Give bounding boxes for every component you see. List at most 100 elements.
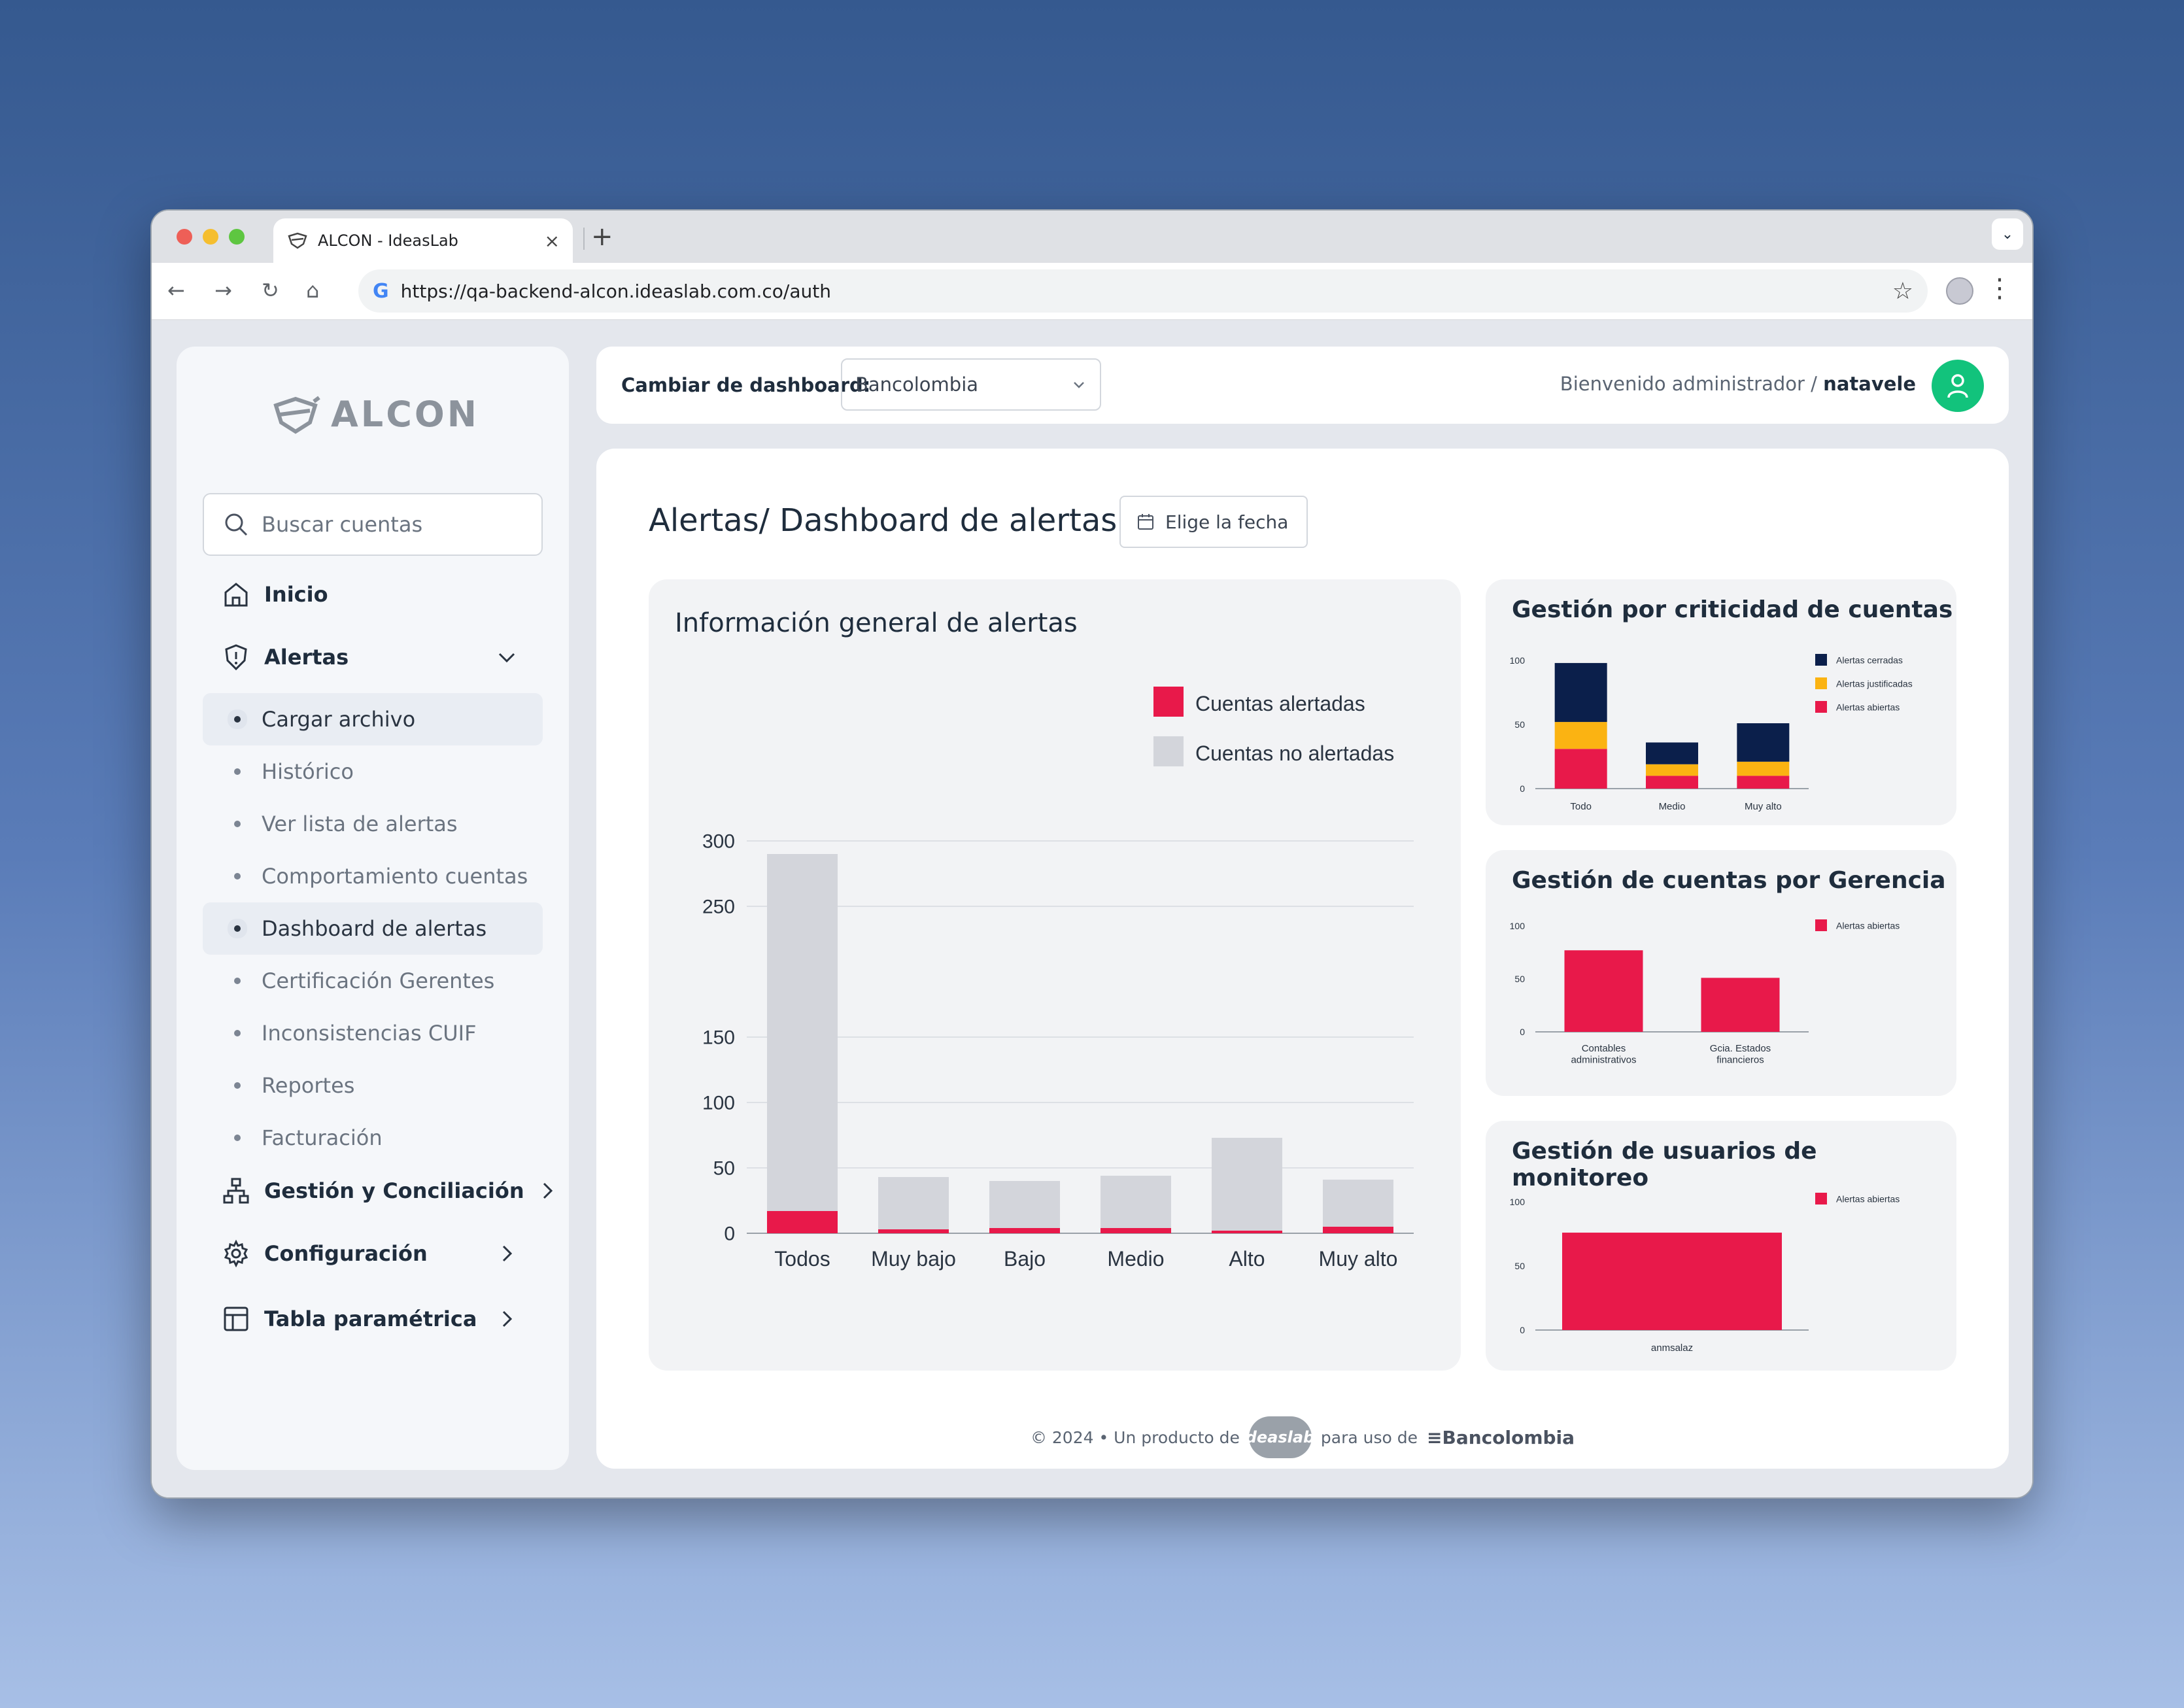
- y-tick-label: 50: [1514, 1261, 1525, 1271]
- alcon-logo: ALCON: [271, 394, 479, 435]
- general-alerts-chart: 0 50 100 150 250 300 Todos Muy bajo Bajo Medio Alt…: [702, 687, 1414, 1271]
- bar-cuentas-alertadas: [767, 1211, 838, 1233]
- bar-alertas-justificadas: [1737, 761, 1790, 776]
- x-tick-label: Gcia. Estados: [1710, 1043, 1771, 1054]
- ideaslab-logo: ideaslab.: [1240, 1416, 1320, 1458]
- bar-alertas-cerradas: [1737, 723, 1790, 762]
- close-tab-icon[interactable]: ×: [544, 230, 560, 252]
- sidebar-subitem-cargar-archivo[interactable]: Cargar archivo: [203, 693, 543, 745]
- avatar[interactable]: [1932, 360, 1984, 412]
- sidebar-item-inicio[interactable]: Inicio: [222, 581, 328, 608]
- sidebar-item-label: Gestión y Conciliación: [264, 1178, 524, 1203]
- date-button-label: Elige la fecha: [1165, 511, 1289, 533]
- x-tick-label: Todos: [774, 1247, 830, 1271]
- bar-cuentas-no-alertadas: [1323, 1180, 1393, 1227]
- address-bar[interactable]: G https://qa-backend-alcon.ideaslab.com.…: [358, 269, 1928, 313]
- bar-cuentas-alertadas: [1101, 1228, 1171, 1233]
- x-tick-label: Medio: [1107, 1247, 1164, 1271]
- new-tab-button[interactable]: +: [591, 222, 613, 252]
- sidebar-subitem-inconsistencias[interactable]: Inconsistencias CUIF: [203, 1007, 543, 1059]
- tab-search-button[interactable]: ⌄: [1992, 218, 2023, 250]
- legend-label: Alertas abiertas: [1836, 1193, 1900, 1204]
- usuarios-card: Gestión de usuarios de monitoreo 0 50 100 a…: [1486, 1121, 1956, 1371]
- date-picker-button[interactable]: Elige la fecha: [1119, 496, 1308, 548]
- search-input[interactable]: Buscar cuentas: [203, 493, 543, 556]
- app-content: ALCON Buscar cuentas Inicio Alertas Carg…: [152, 320, 2032, 1497]
- sidebar-subitem-ver-lista[interactable]: Ver lista de alertas: [203, 798, 543, 850]
- sidebar-subitem-comportamiento[interactable]: Comportamiento cuentas: [203, 850, 543, 902]
- legend-label: Cuentas no alertadas: [1195, 742, 1394, 765]
- reload-icon[interactable]: ↻: [262, 278, 279, 303]
- back-icon[interactable]: ←: [167, 278, 185, 303]
- legend-label: Alertas cerradas: [1836, 655, 1903, 665]
- bar-alertas-cerradas: [1646, 742, 1698, 764]
- dashboard-switch-label: Cambiar de dashboard:: [621, 374, 871, 396]
- browser-profile-icon[interactable]: [1946, 277, 1973, 305]
- browser-menu-icon[interactable]: ⋮: [1987, 273, 2013, 303]
- shield-alert-icon: [225, 644, 247, 671]
- legend-swatch: [1153, 687, 1184, 717]
- chevron-right-icon[interactable]: [496, 1308, 518, 1330]
- usuarios-chart: 0 50 100 anmsalaz Alertas abiertas: [1510, 1193, 1900, 1354]
- tab-title: ALCON - IdeasLab: [318, 231, 458, 250]
- forward-icon[interactable]: →: [214, 278, 232, 303]
- bookmark-star-icon[interactable]: ☆: [1892, 277, 1913, 305]
- legend-label: Alertas justificadas: [1836, 678, 1913, 689]
- page-title: Alertas/ Dashboard de alertas: [649, 502, 1118, 539]
- bar-alertas-justificadas: [1646, 764, 1698, 776]
- bullet-icon: [234, 1135, 241, 1141]
- alcon-logo-icon: [273, 396, 320, 434]
- table-icon: [224, 1307, 248, 1331]
- sidebar-item-alertas[interactable]: Alertas: [222, 643, 515, 671]
- y-tick-label: 300: [702, 831, 735, 853]
- chevron-right-icon[interactable]: [539, 1180, 557, 1202]
- top-bar: Cambiar de dashboard: Bancolombia Bienve…: [596, 347, 2009, 424]
- search-placeholder: Buscar cuentas: [262, 512, 423, 537]
- chevron-right-icon[interactable]: [496, 1242, 518, 1265]
- subitem-label: Certificación Gerentes: [262, 968, 495, 993]
- criticidad-card: Gestión por criticidad de cuentas 0 50 100…: [1486, 579, 1956, 825]
- legend-label: Alertas abiertas: [1836, 920, 1900, 931]
- browser-tab[interactable]: ALCON - IdeasLab ×: [273, 218, 573, 263]
- bar-cuentas-alertadas: [989, 1228, 1060, 1233]
- sidebar-item-gestion[interactable]: Gestión y Conciliación: [222, 1177, 557, 1204]
- url-text: https://qa-backend-alcon.ideaslab.com.co…: [400, 280, 831, 302]
- card-title: Gestión de cuentas por Gerencia: [1512, 867, 1946, 894]
- bancolombia-logo-text: Bancolombia: [1442, 1426, 1575, 1448]
- sidebar-subitem-reportes[interactable]: Reportes: [203, 1059, 543, 1112]
- sidebar-item-configuracion[interactable]: Configuración: [222, 1240, 513, 1267]
- sidebar-subitem-dashboard[interactable]: Dashboard de alertas: [203, 902, 543, 955]
- card-title: Gestión por criticidad de cuentas: [1512, 596, 1953, 623]
- subitem-label: Dashboard de alertas: [262, 916, 487, 941]
- bar-alertas-justificadas: [1554, 722, 1607, 749]
- sidebar-item-label: Inicio: [264, 582, 328, 607]
- maximize-window-button[interactable]: [229, 229, 245, 245]
- dashboard-select-value: Bancolombia: [855, 373, 979, 396]
- legend-label: Cuentas alertadas: [1195, 692, 1365, 715]
- chevron-down-icon[interactable]: [496, 646, 518, 668]
- sidebar-item-tabla-parametrica[interactable]: Tabla paramétrica: [222, 1305, 513, 1333]
- close-window-button[interactable]: [177, 229, 192, 245]
- dashboard-select[interactable]: Bancolombia: [841, 358, 1101, 411]
- tab-bar: ALCON - IdeasLab × + ⌄: [152, 211, 2032, 263]
- bar-alertas-abiertas: [1646, 776, 1698, 789]
- bullet-icon: [234, 768, 241, 775]
- search-icon: [225, 513, 248, 536]
- subitem-label: Ver lista de alertas: [262, 811, 458, 836]
- sidebar-subitem-facturacion[interactable]: Facturación: [203, 1112, 543, 1164]
- minimize-window-button[interactable]: [203, 229, 218, 245]
- legend-swatch: [1815, 1193, 1827, 1204]
- bar-cuentas-no-alertadas: [767, 854, 838, 1211]
- criticidad-chart: 0 50 100 Todo Medio Muy alto Alertas cerradas A…: [1510, 654, 1913, 812]
- home-browser-icon[interactable]: ⌂: [306, 278, 320, 303]
- bar-cuentas-no-alertadas: [1212, 1138, 1282, 1231]
- bar-cuentas-no-alertadas: [989, 1181, 1060, 1228]
- google-icon: G: [373, 279, 389, 303]
- sidebar-subitem-certificacion[interactable]: Certificación Gerentes: [203, 955, 543, 1007]
- bar-cuentas-alertadas: [878, 1229, 949, 1233]
- main-panel: Alertas/ Dashboard de alertas Elige la f…: [596, 449, 2009, 1469]
- legend-swatch: [1815, 701, 1827, 713]
- x-tick-label: Alto: [1229, 1247, 1265, 1271]
- sidebar-subitem-historico[interactable]: Histórico: [203, 745, 543, 798]
